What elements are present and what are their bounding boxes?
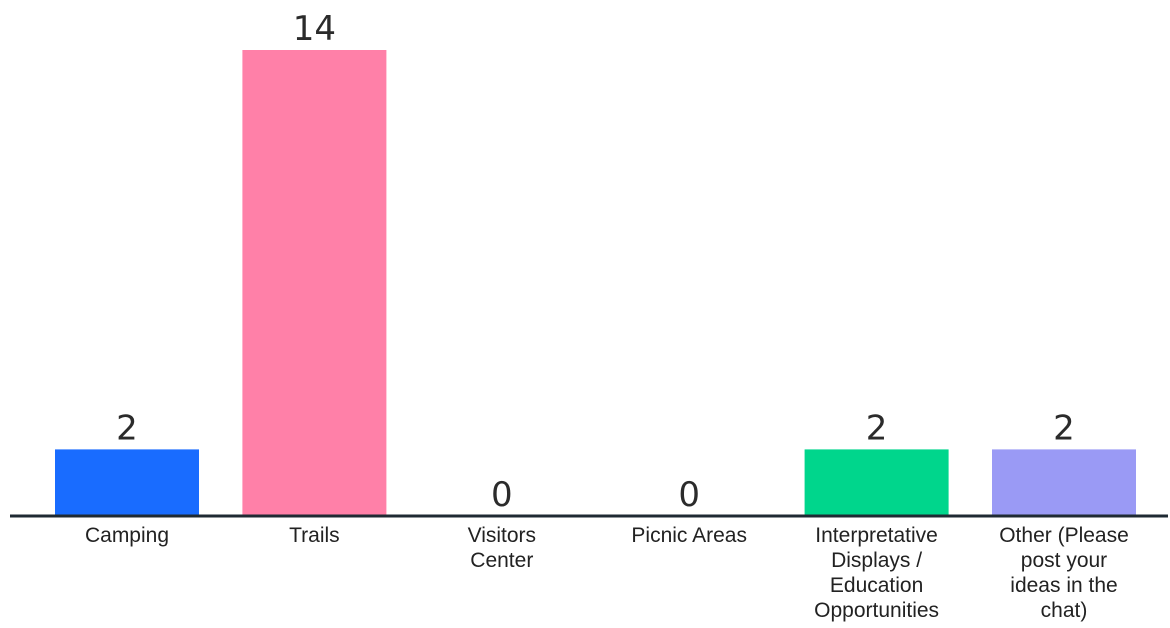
category-label-5: Other (Please post your ideas in the chat) (999, 524, 1129, 622)
category-label-line: Center (470, 549, 533, 572)
data-label-5: 2 (1053, 408, 1075, 448)
bar-4 (804, 449, 949, 516)
category-label-4: Interpretative Displays / Education Opportu… (814, 524, 939, 622)
category-label-line: post your (1021, 549, 1107, 572)
bar-5 (992, 449, 1136, 516)
category-label-line: ideas in the (1010, 574, 1117, 597)
category-label-line: Picnic Areas (631, 524, 747, 547)
category-label-line: Displays / (831, 549, 922, 572)
category-label-line: Camping (85, 524, 169, 547)
category-label-0: Camping (85, 524, 169, 547)
category-label-line: Education (830, 574, 923, 597)
bar-1 (242, 50, 387, 516)
category-label-1: Trails (289, 524, 340, 547)
data-label-1: 14 (293, 9, 336, 49)
category-label-line: chat) (1041, 599, 1088, 622)
category-label-line: Interpretative (815, 524, 938, 547)
category-label-line: Opportunities (814, 599, 939, 622)
category-label-3: Picnic Areas (631, 524, 747, 547)
category-label-line: Other (Please (999, 524, 1129, 547)
data-label-0: 2 (116, 408, 138, 448)
category-label-line: Visitors (468, 524, 536, 547)
data-label-2: 0 (491, 475, 513, 515)
category-label-2: Visitors Center (468, 524, 536, 572)
category-label-line: Trails (289, 524, 340, 547)
data-label-4: 2 (866, 408, 888, 448)
data-label-3: 0 (678, 475, 700, 515)
bar-0 (55, 449, 199, 516)
